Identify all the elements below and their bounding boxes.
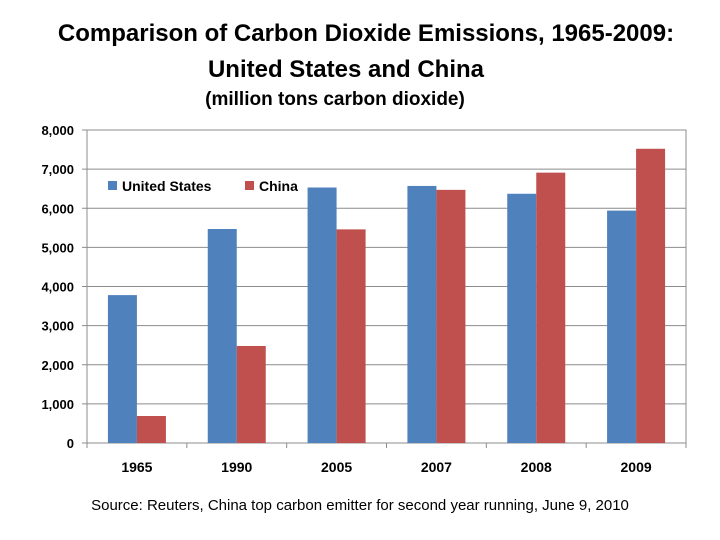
bar-china-2008 bbox=[536, 172, 566, 444]
chart-title-line2: United States and China bbox=[207, 56, 485, 83]
chart-title-line1: Comparison of Carbon Dioxide Emissions, … bbox=[57, 20, 675, 47]
bar-china-2009 bbox=[636, 148, 666, 443]
x-tick-label: 2009 bbox=[621, 459, 652, 475]
x-tick-label: 1990 bbox=[221, 459, 252, 475]
y-tick-label: 3,000 bbox=[41, 319, 74, 334]
bar-us-1990 bbox=[207, 228, 237, 443]
y-tick-label: 0 bbox=[67, 436, 74, 451]
bar-china-2007 bbox=[436, 189, 466, 443]
chart-subtitle: (million tons carbon dioxide) bbox=[205, 89, 465, 110]
y-tick-label: 8,000 bbox=[41, 123, 74, 138]
y-tick-label: 5,000 bbox=[41, 240, 74, 255]
bar-us-2008 bbox=[507, 193, 537, 443]
legend-swatch bbox=[245, 181, 254, 190]
bar-china-2005 bbox=[336, 229, 366, 443]
bar-us-2009 bbox=[607, 210, 637, 443]
x-tick-label: 2007 bbox=[421, 459, 452, 475]
y-tick-label: 2,000 bbox=[41, 358, 74, 373]
y-tick-label: 4,000 bbox=[41, 280, 74, 295]
bar-china-1965 bbox=[136, 416, 166, 443]
legend-label: China bbox=[259, 178, 298, 194]
legend-swatch bbox=[108, 181, 117, 190]
x-tick-label: 1965 bbox=[121, 459, 152, 475]
y-tick-label: 6,000 bbox=[41, 201, 74, 216]
bar-us-1965 bbox=[107, 295, 137, 443]
bar-us-2005 bbox=[307, 187, 337, 443]
bar-us-2007 bbox=[407, 185, 437, 444]
x-tick-label: 2005 bbox=[321, 459, 352, 475]
legend-label: United States bbox=[122, 178, 212, 194]
source-note: Source: Reuters, China top carbon emitte… bbox=[91, 497, 629, 514]
x-tick-label: 2008 bbox=[521, 459, 552, 475]
y-tick-label: 7,000 bbox=[41, 162, 74, 177]
bar-china-1990 bbox=[236, 345, 266, 443]
y-tick-label: 1,000 bbox=[41, 397, 74, 412]
